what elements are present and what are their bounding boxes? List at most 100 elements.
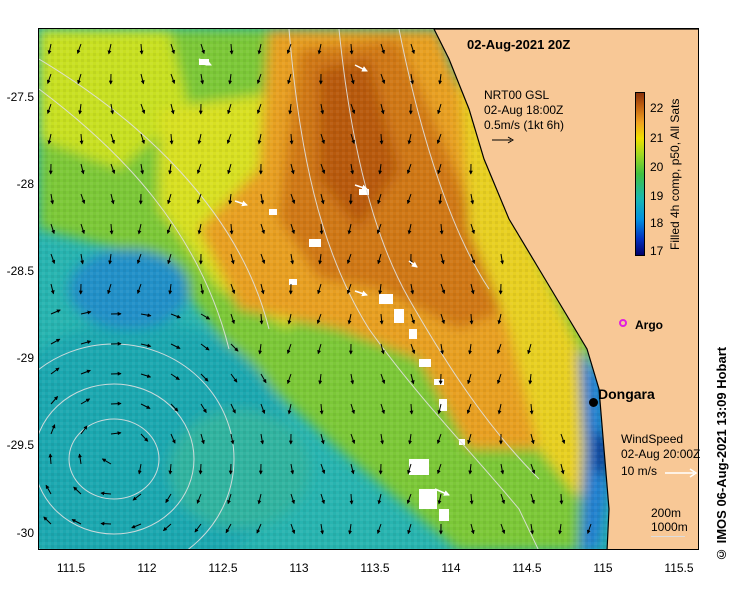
current-arrow <box>73 486 82 495</box>
sst-field <box>39 29 698 549</box>
current-arrow <box>528 373 533 385</box>
current-arrow <box>380 403 385 415</box>
current-arrow <box>101 458 112 465</box>
current-arrow <box>110 431 122 436</box>
current-arrow <box>50 424 56 435</box>
current-arrow <box>230 373 238 383</box>
current-arrow <box>71 519 82 525</box>
current-arrow <box>346 283 352 295</box>
current-arrow <box>166 223 172 235</box>
wind-legend-time: 02-Aug 20:00Z <box>621 447 701 461</box>
current-arrow <box>319 223 324 235</box>
current-arrow <box>257 133 262 145</box>
current-arrow <box>170 73 176 85</box>
sst-map[interactable] <box>38 28 699 550</box>
current-arrow <box>350 103 356 115</box>
current-arrow <box>80 310 92 315</box>
current-arrow <box>260 223 265 235</box>
current-arrow <box>407 223 412 235</box>
current-arrow <box>529 403 534 415</box>
current-arrow <box>200 373 209 382</box>
current-arrow <box>350 463 355 475</box>
current-arrow <box>197 223 202 235</box>
current-arrow <box>198 463 203 475</box>
current-arrow <box>470 283 475 295</box>
current-arrow <box>320 493 325 505</box>
current-arrow <box>76 43 82 55</box>
current-arrow <box>378 163 383 175</box>
current-arrow <box>376 523 382 535</box>
current-arrow <box>226 133 232 145</box>
lat-tick: -27.5 <box>6 90 34 104</box>
current-arrow <box>140 133 145 145</box>
current-arrow <box>78 103 83 115</box>
current-vectors <box>43 43 592 535</box>
current-arrow <box>320 433 325 445</box>
current-arrow <box>200 43 205 55</box>
current-arrow <box>140 343 152 348</box>
current-arrow <box>438 73 443 85</box>
current-arrow <box>50 367 60 375</box>
current-arrow <box>50 223 55 235</box>
current-arrow <box>380 373 386 385</box>
current-arrow <box>137 223 142 235</box>
current-arrow <box>287 403 292 415</box>
current-arrow <box>320 103 325 115</box>
current-arrow <box>349 43 354 55</box>
current-arrow <box>289 133 294 145</box>
current-arrow <box>468 343 473 355</box>
contour-legend-line <box>651 536 685 537</box>
contour-legend-200m: 200m <box>651 506 682 520</box>
current-arrow <box>560 433 566 445</box>
current-arrow <box>47 43 52 55</box>
argo-marker[interactable] <box>619 319 627 327</box>
current-arrow <box>410 73 415 85</box>
current-arrow <box>290 463 295 475</box>
current-arrow <box>140 403 151 409</box>
current-arrow <box>290 223 295 235</box>
current-arrow <box>162 523 172 532</box>
current-arrow <box>170 373 180 381</box>
current-arrow <box>227 163 232 175</box>
current-arrow <box>497 403 502 415</box>
current-arrow <box>470 223 475 235</box>
current-arrow <box>377 193 382 205</box>
current-arrow <box>286 373 292 385</box>
current-arrow <box>466 403 472 415</box>
current-arrow <box>317 283 322 295</box>
current-arrow <box>440 313 445 325</box>
current-arrow <box>110 401 122 406</box>
colorbar-tick: 19 <box>650 189 664 203</box>
current-arrow <box>467 433 472 445</box>
current-arrow <box>319 403 324 415</box>
map-timestamp: 02-Aug-2021 20Z <box>467 37 571 52</box>
current-arrow <box>170 103 175 115</box>
current-arrow <box>559 493 564 505</box>
current-arrow <box>110 133 115 145</box>
current-arrow <box>467 373 472 385</box>
current-arrow <box>107 283 112 295</box>
current-arrow <box>436 463 442 475</box>
current-arrow <box>320 193 325 205</box>
current-arrow <box>229 43 234 55</box>
current-arrow <box>50 338 61 345</box>
dongara-marker[interactable] <box>589 398 598 407</box>
current-arrow <box>469 493 474 505</box>
current-arrow <box>440 283 446 295</box>
current-arrow <box>43 516 52 525</box>
current-arrow <box>50 283 55 295</box>
current-arrow <box>140 103 146 115</box>
current-arrow <box>140 373 152 378</box>
current-arrow <box>530 523 535 535</box>
current-arrow <box>347 313 352 325</box>
current-arrow <box>380 43 385 55</box>
current-arrow <box>50 253 56 265</box>
lon-tick: 112 <box>137 561 157 575</box>
current-scale-arrow <box>491 132 515 150</box>
current-arrow <box>196 493 202 504</box>
current-arrow <box>80 398 91 405</box>
current-arrow <box>200 433 205 445</box>
lon-tick: 113.5 <box>360 561 390 575</box>
current-arrow <box>406 193 412 205</box>
current-arrow <box>380 433 385 445</box>
